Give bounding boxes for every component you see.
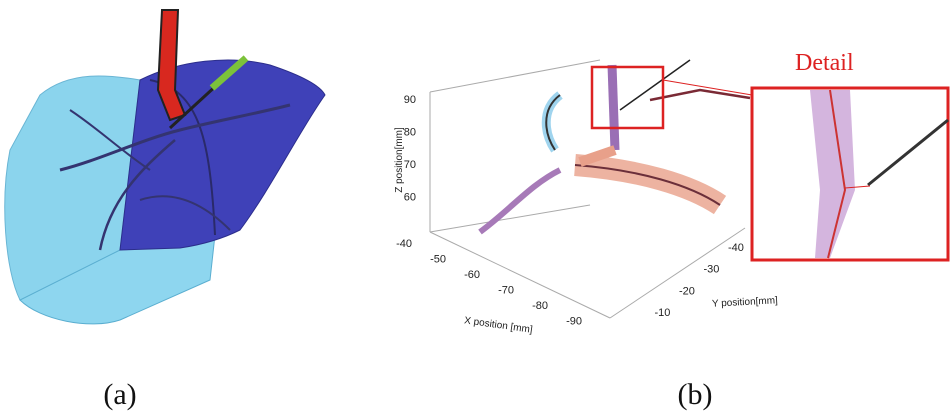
x-axis-tick-label: -50: [430, 253, 446, 265]
detail-inset: [752, 88, 948, 260]
detail-marker: [592, 67, 663, 128]
y-axis-tick-label: -10: [655, 307, 671, 319]
x-axis-tick-label: -90: [566, 315, 582, 327]
z-axis-tick-label: 90: [404, 94, 416, 106]
x-axis-tick-label: -60: [464, 269, 480, 281]
y-axis-tick-label: -20: [679, 285, 695, 297]
y-axis-label: Y position[mm]: [712, 295, 779, 309]
panel-label: (a): [103, 378, 136, 411]
z-axis-tick-label: 60: [404, 191, 416, 203]
liver-render: [5, 10, 325, 324]
x-axis-tick-label: -80: [532, 300, 548, 312]
z-axis-tick-label: 70: [404, 159, 416, 171]
detail-label: Detail: [795, 50, 854, 76]
x-axis-tick-label: -70: [498, 284, 514, 296]
z-axis-tick-label: 80: [404, 126, 416, 138]
y-axis-tick-label: -30: [704, 264, 720, 276]
detail-connector: [663, 80, 752, 95]
x-axis-tick-label: -40: [396, 238, 412, 250]
y-axis-tick-label: -40: [728, 242, 744, 254]
panel-label: (b): [678, 378, 713, 411]
x-axis-label: X position [mm]: [463, 315, 533, 336]
vessel-plot: [480, 60, 750, 232]
figure: (a) Detail Z position[mm] X position [mm…: [0, 0, 950, 419]
